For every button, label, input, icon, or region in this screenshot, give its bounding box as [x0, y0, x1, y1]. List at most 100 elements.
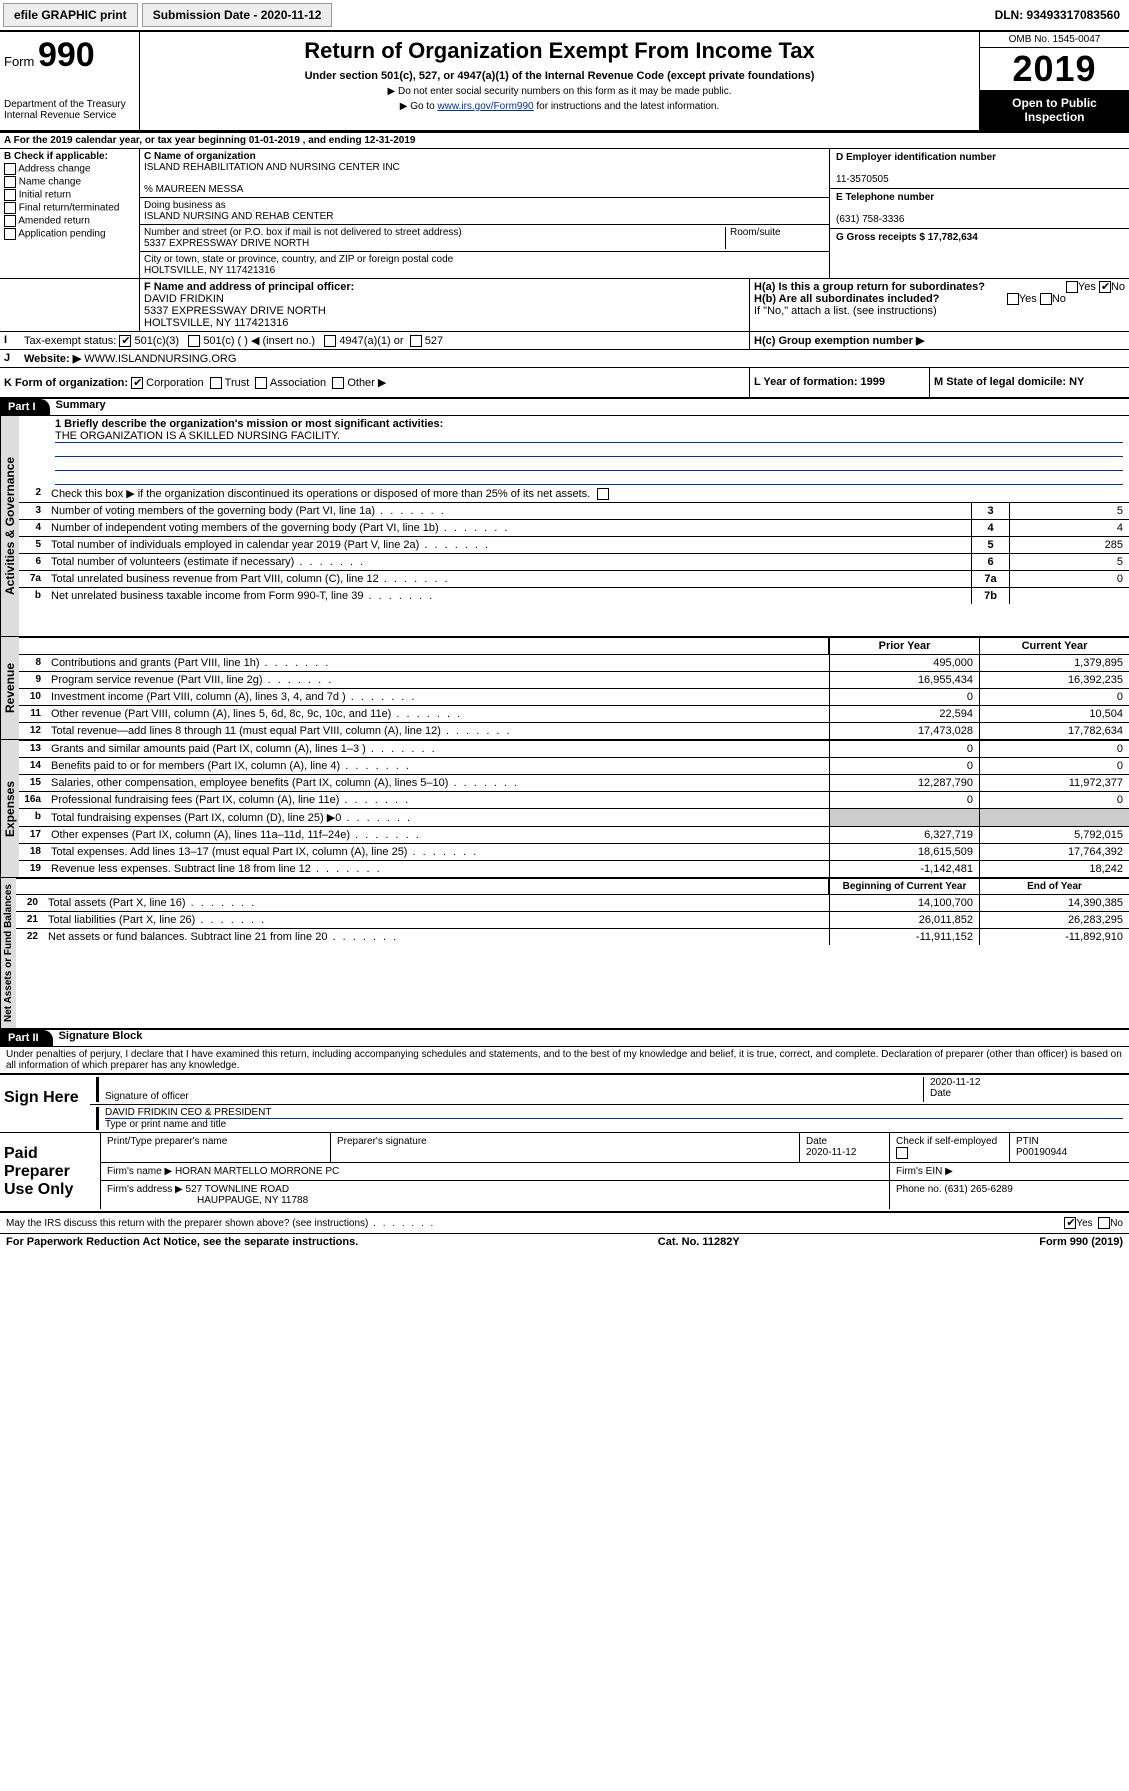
org-name: ISLAND REHABILITATION AND NURSING CENTER…: [144, 162, 400, 173]
gov-row-3: 3 Number of voting members of the govern…: [19, 502, 1129, 519]
officer-addr2: HOLTSVILLE, NY 117421316: [144, 317, 288, 329]
row-11: 11 Other revenue (Part VIII, column (A),…: [19, 705, 1129, 722]
row-v1: -1,142,481: [829, 861, 979, 877]
rule-3: [55, 471, 1123, 485]
lbl-trust: Trust: [225, 377, 250, 389]
form-prefix: Form: [4, 54, 34, 69]
name-label: Type or print name and title: [105, 1119, 1123, 1130]
row-15: 15 Salaries, other compensation, employe…: [19, 774, 1129, 791]
chk-4947[interactable]: [324, 335, 336, 347]
gov-row-5: 5 Total number of individuals employed i…: [19, 536, 1129, 553]
gov-val: 5: [1009, 503, 1129, 519]
chk-trust[interactable]: [210, 377, 222, 389]
row-21: 21 Total liabilities (Part X, line 26) 2…: [16, 911, 1129, 928]
website-value: WWW.ISLANDNURSING.ORG: [84, 353, 236, 365]
chk-address-change[interactable]: Address change: [4, 163, 135, 175]
phone-value: (631) 758-3336: [836, 214, 904, 225]
discuss-no-chk[interactable]: [1098, 1217, 1110, 1229]
gov-val: 285: [1009, 537, 1129, 553]
final-footer: For Paperwork Reduction Act Notice, see …: [0, 1234, 1129, 1250]
row-8: 8 Contributions and grants (Part VIII, l…: [19, 654, 1129, 671]
exp-rows: 13 Grants and similar amounts paid (Part…: [19, 740, 1129, 877]
mission-block: 1 Briefly describe the organization's mi…: [19, 416, 1129, 485]
row-v1: 12,287,790: [829, 775, 979, 791]
firm-addr-cell: Firm's address ▶ 527 TOWNLINE ROAD HAUPP…: [100, 1181, 889, 1209]
ha-row: H(a) Is this a group return for subordin…: [754, 281, 1125, 293]
chk-assoc[interactable]: [255, 377, 267, 389]
row-desc: Total assets (Part X, line 16): [44, 895, 829, 911]
period-text: A For the 2019 calendar year, or tax yea…: [0, 133, 1129, 148]
ha-no: No: [1111, 281, 1125, 293]
toolbar: efile GRAPHIC print Submission Date - 20…: [0, 0, 1129, 32]
row-ln: 11: [19, 706, 47, 722]
gov-val: 0: [1009, 571, 1129, 587]
row-v1: 14,100,700: [829, 895, 979, 911]
row-ln: 20: [16, 895, 44, 911]
row-v1: 6,327,719: [829, 827, 979, 843]
q2-desc: Check this box ▶ if the organization dis…: [47, 485, 1129, 502]
chk-corp[interactable]: [131, 377, 143, 389]
chk-app-pending[interactable]: Application pending: [4, 228, 135, 240]
discuss-yes-chk[interactable]: [1064, 1217, 1076, 1229]
gov-ln: 5: [19, 537, 47, 553]
row-14: 14 Benefits paid to or for members (Part…: [19, 757, 1129, 774]
row-v2: 5,792,015: [979, 827, 1129, 843]
form-subtitle: Under section 501(c), 527, or 4947(a)(1)…: [148, 70, 971, 82]
chk-501c3[interactable]: [119, 335, 131, 347]
period-row: A For the 2019 calendar year, or tax yea…: [0, 133, 1129, 149]
netassets-tab: Net Assets or Fund Balances: [0, 878, 16, 1028]
l-block: L Year of formation: 1999: [749, 368, 929, 397]
gov-box: 4: [971, 520, 1009, 536]
chk-final-return[interactable]: Final return/terminated: [4, 202, 135, 214]
chk-501c[interactable]: [188, 335, 200, 347]
mission-text: THE ORGANIZATION IS A SKILLED NURSING FA…: [55, 430, 1123, 443]
date-val: 2020-11-12: [806, 1147, 856, 1158]
row-v2: 18,242: [979, 861, 1129, 877]
chk-self-employed[interactable]: [896, 1147, 908, 1159]
ssn-note: ▶ Do not enter social security numbers o…: [148, 86, 971, 97]
row-v1: 17,473,028: [829, 723, 979, 739]
gov-desc: Net unrelated business taxable income fr…: [47, 588, 971, 604]
chk-527[interactable]: [410, 335, 422, 347]
gov-desc: Number of independent voting members of …: [47, 520, 971, 536]
ptin-label: PTIN: [1016, 1136, 1039, 1147]
inspection-line2: Inspection: [982, 110, 1127, 124]
m-block: M State of legal domicile: NY: [929, 368, 1129, 397]
e-block: E Telephone number (631) 758-3336: [830, 189, 1129, 229]
row-22: 22 Net assets or fund balances. Subtract…: [16, 928, 1129, 945]
opt-4: Amended return: [18, 216, 90, 227]
irs-label: Internal Revenue Service: [4, 110, 135, 121]
row-v2: 14,390,385: [979, 895, 1129, 911]
chk-name-change[interactable]: Name change: [4, 176, 135, 188]
gov-desc: Total number of individuals employed in …: [47, 537, 971, 553]
goto-suffix: for instructions and the latest informat…: [536, 101, 719, 112]
chk-initial-return[interactable]: Initial return: [4, 189, 135, 201]
q2-checkbox[interactable]: [597, 488, 609, 500]
gov-val: [1009, 588, 1129, 604]
row-ln: 15: [19, 775, 47, 791]
row-v1: -11,911,152: [829, 929, 979, 945]
pra-notice: For Paperwork Reduction Act Notice, see …: [6, 1236, 358, 1248]
j-label: Website: ▶: [24, 353, 81, 365]
row-ln: 16a: [19, 792, 47, 808]
submission-date-button[interactable]: Submission Date - 2020-11-12: [142, 3, 333, 27]
form-990: 990: [38, 36, 95, 74]
paid-r2: Firm's name ▶ HORAN MARTELLO MORRONE PC …: [100, 1163, 1129, 1181]
sig-field[interactable]: [105, 1077, 923, 1091]
efile-print-button[interactable]: efile GRAPHIC print: [3, 3, 138, 27]
chk-amended[interactable]: Amended return: [4, 215, 135, 227]
hb-no: No: [1052, 293, 1066, 305]
ha-label: H(a) Is this a group return for subordin…: [754, 281, 985, 293]
dba-label: Doing business as: [144, 200, 226, 211]
chk-other[interactable]: [332, 377, 344, 389]
opt-5: Application pending: [18, 229, 105, 240]
rev-rows: 8 Contributions and grants (Part VIII, l…: [19, 654, 1129, 739]
gov-row-b: b Net unrelated business taxable income …: [19, 587, 1129, 604]
city-label: City or town, state or province, country…: [144, 254, 453, 265]
na-hdr-spacer: [16, 879, 829, 894]
row-desc: Revenue less expenses. Subtract line 18 …: [47, 861, 829, 877]
irs-link[interactable]: www.irs.gov/Form990: [437, 101, 533, 112]
gov-ln: 7a: [19, 571, 47, 587]
fh-row: F Name and address of principal officer:…: [0, 279, 1129, 332]
klm-row: K Form of organization: Corporation Trus…: [0, 368, 1129, 399]
